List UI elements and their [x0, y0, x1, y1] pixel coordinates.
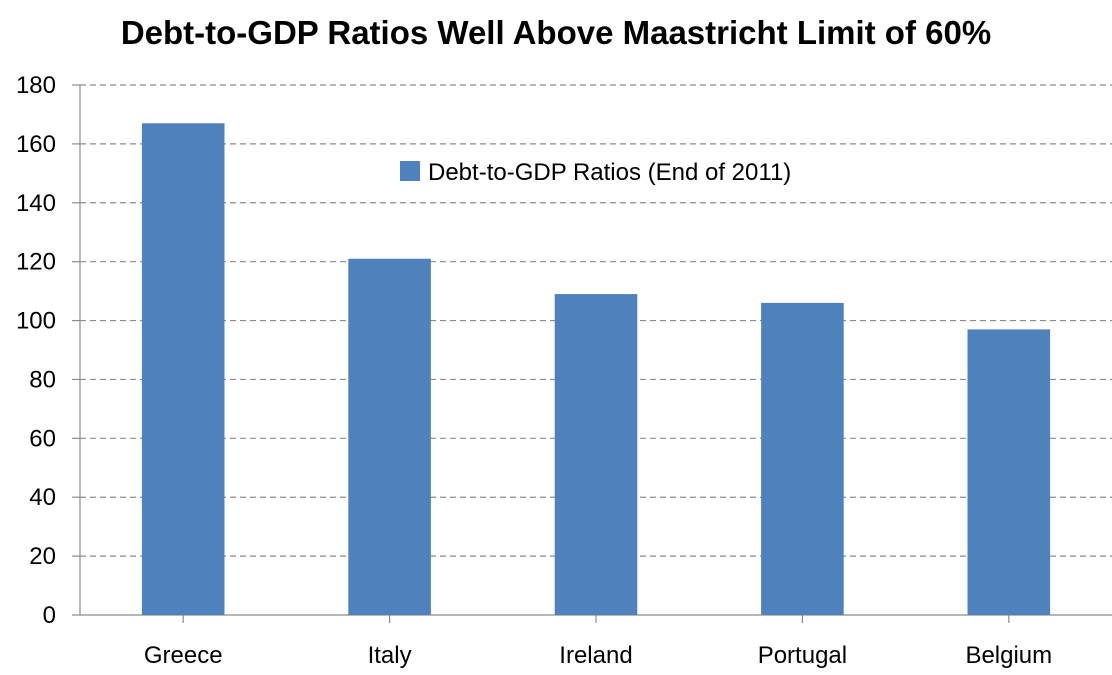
- legend: Debt-to-GDP Ratios (End of 2011): [400, 159, 791, 186]
- bars: [141, 123, 1051, 616]
- x-tick-label: Portugal: [758, 642, 847, 669]
- y-tick-label: 140: [16, 190, 56, 217]
- bar-greece: [141, 123, 225, 616]
- legend-label: Debt-to-GDP Ratios (End of 2011): [428, 159, 791, 186]
- y-tick-label: 180: [16, 72, 56, 99]
- chart-title: Debt-to-GDP Ratios Well Above Maastricht…: [120, 14, 992, 51]
- y-axis: 0 20 40 60 80 100 120 140 160 180: [16, 72, 1112, 629]
- x-tick-label: Belgium: [965, 642, 1052, 669]
- y-tick-label: 160: [16, 131, 56, 158]
- y-tick-label: 20: [29, 543, 56, 570]
- bar-belgium: [967, 329, 1051, 615]
- x-tick-label: Greece: [144, 642, 223, 669]
- y-tick-label: 40: [29, 484, 56, 511]
- x-axis-labels: Greece Italy Ireland Portugal Belgium: [144, 642, 1052, 669]
- x-tick-label: Italy: [368, 642, 412, 669]
- bar-portugal: [761, 302, 844, 615]
- y-tick-label: 60: [29, 425, 56, 452]
- y-tick-label: 120: [16, 249, 56, 276]
- y-tick-label: 100: [16, 308, 56, 335]
- y-tick-label: 80: [29, 366, 56, 393]
- bar-ireland: [554, 294, 638, 615]
- y-tick-label: 0: [43, 602, 56, 629]
- x-tick-label: Ireland: [559, 642, 632, 669]
- bar-italy: [348, 258, 431, 615]
- legend-swatch: [400, 161, 420, 181]
